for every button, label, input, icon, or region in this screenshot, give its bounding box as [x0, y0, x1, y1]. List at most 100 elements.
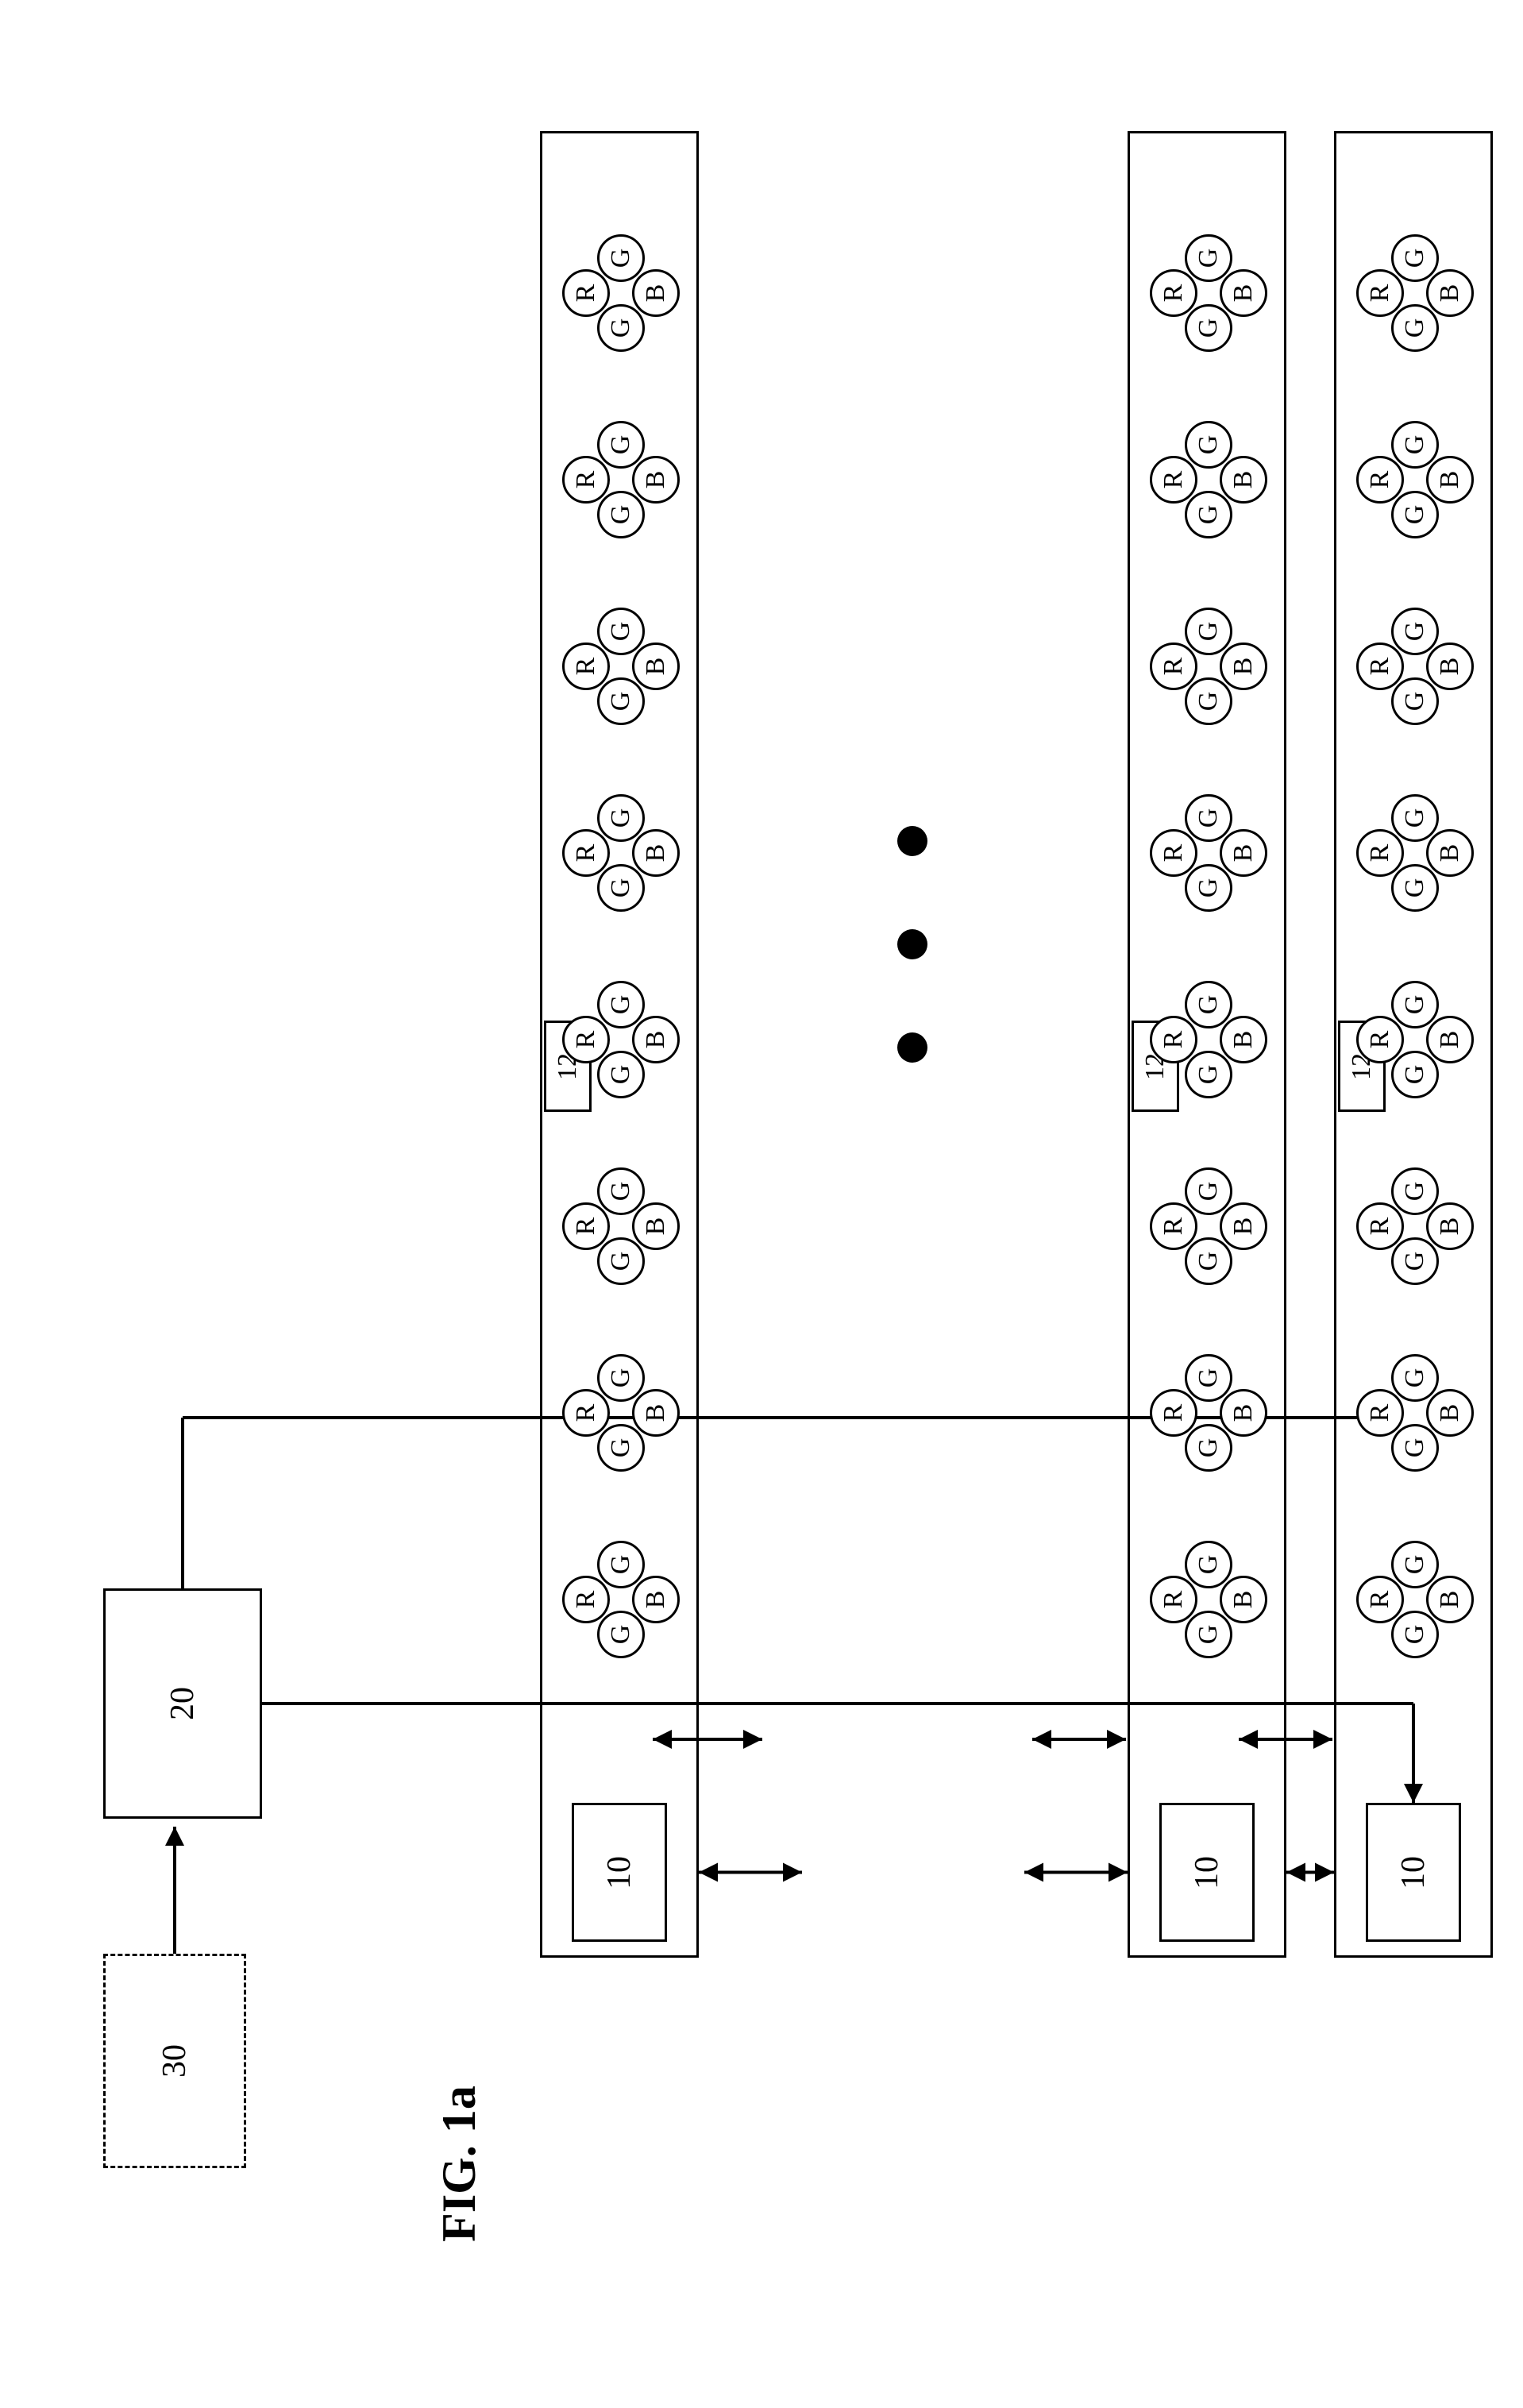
led-b: B	[632, 1202, 680, 1250]
led-r: R	[1150, 1016, 1197, 1063]
led-b: B	[1220, 1389, 1267, 1437]
led-b: B	[1426, 456, 1474, 504]
led-g: G	[1391, 981, 1439, 1028]
led-b: B	[1426, 643, 1474, 690]
led-b: B	[1220, 829, 1267, 877]
led-g: G	[1185, 981, 1232, 1028]
led-b: B	[632, 643, 680, 690]
led-g: G	[597, 677, 645, 725]
led-g: G	[597, 608, 645, 655]
led-g: G	[1391, 1541, 1439, 1588]
led-g: G	[1391, 1424, 1439, 1472]
led-g: G	[1391, 794, 1439, 842]
led-b: B	[632, 1389, 680, 1437]
led-g: G	[597, 491, 645, 538]
led-r: R	[562, 829, 610, 877]
led-g: G	[1391, 1051, 1439, 1098]
led-r: R	[1356, 1389, 1404, 1437]
led-r: R	[562, 269, 610, 317]
led-g: G	[1391, 677, 1439, 725]
led-g: G	[1391, 234, 1439, 282]
led-b: B	[1426, 1389, 1474, 1437]
led-r: R	[1150, 269, 1197, 317]
led-b: B	[1220, 269, 1267, 317]
led-r: R	[1356, 1016, 1404, 1063]
led-r: R	[1150, 1389, 1197, 1437]
led-g: G	[1391, 304, 1439, 352]
led-b: B	[632, 829, 680, 877]
led-r: R	[1356, 456, 1404, 504]
led-r: R	[1356, 1202, 1404, 1250]
led-g: G	[1185, 1167, 1232, 1215]
led-g: G	[1391, 1611, 1439, 1658]
led-b: B	[1426, 1576, 1474, 1623]
led-r: R	[562, 456, 610, 504]
led-g: G	[597, 304, 645, 352]
driver-label: 10	[1394, 1856, 1432, 1889]
controller-label: 20	[164, 1687, 202, 1720]
led-g: G	[1185, 421, 1232, 469]
led-r: R	[562, 1389, 610, 1437]
led-g: G	[1391, 1237, 1439, 1285]
ellipsis-dot	[897, 826, 927, 856]
driver-label: 10	[1188, 1856, 1226, 1889]
led-b: B	[1426, 1202, 1474, 1250]
led-r: R	[1356, 269, 1404, 317]
led-g: G	[1185, 794, 1232, 842]
led-r: R	[1356, 1576, 1404, 1623]
led-g: G	[597, 1611, 645, 1658]
led-g: G	[597, 1424, 645, 1472]
led-g: G	[597, 421, 645, 469]
led-g: G	[1391, 1354, 1439, 1402]
led-r: R	[562, 1016, 610, 1063]
led-g: G	[597, 234, 645, 282]
led-r: R	[1356, 829, 1404, 877]
led-g: G	[1185, 1051, 1232, 1098]
figure-page: FIG. 1a 30201012RGGBRGGBRGGBRGGBRGGBRGGB…	[0, 0, 1523, 2408]
led-b: B	[1220, 643, 1267, 690]
led-g: G	[1185, 608, 1232, 655]
led-b: B	[1220, 1202, 1267, 1250]
driver-label: 10	[600, 1856, 638, 1889]
led-g: G	[1185, 304, 1232, 352]
led-r: R	[1150, 1576, 1197, 1623]
led-b: B	[632, 269, 680, 317]
led-r: R	[562, 1576, 610, 1623]
led-g: G	[1185, 234, 1232, 282]
led-b: B	[1426, 1016, 1474, 1063]
led-g: G	[597, 1167, 645, 1215]
led-g: G	[1185, 1354, 1232, 1402]
ellipsis-dot	[897, 929, 927, 959]
led-g: G	[1185, 1611, 1232, 1658]
driver-box: 10	[572, 1803, 667, 1942]
led-b: B	[632, 1016, 680, 1063]
led-r: R	[1150, 456, 1197, 504]
driver-box: 10	[1159, 1803, 1255, 1942]
led-r: R	[562, 1202, 610, 1250]
led-g: G	[597, 794, 645, 842]
driver-box: 10	[1366, 1803, 1461, 1942]
led-b: B	[1220, 456, 1267, 504]
led-g: G	[1391, 421, 1439, 469]
led-b: B	[632, 456, 680, 504]
led-r: R	[1150, 1202, 1197, 1250]
led-b: B	[1220, 1016, 1267, 1063]
led-r: R	[1356, 643, 1404, 690]
led-g: G	[597, 1354, 645, 1402]
led-g: G	[597, 981, 645, 1028]
led-b: B	[1426, 269, 1474, 317]
source-block: 30	[103, 1954, 246, 2168]
led-r: R	[1150, 829, 1197, 877]
led-g: G	[1391, 1167, 1439, 1215]
led-g: G	[1185, 1237, 1232, 1285]
ellipsis-dot	[897, 1032, 927, 1063]
led-b: B	[1220, 1576, 1267, 1623]
led-g: G	[597, 1541, 645, 1588]
led-g: G	[1391, 608, 1439, 655]
led-g: G	[597, 864, 645, 912]
led-g: G	[1391, 491, 1439, 538]
led-g: G	[597, 1051, 645, 1098]
led-r: R	[1150, 643, 1197, 690]
led-g: G	[1185, 864, 1232, 912]
led-b: B	[1426, 829, 1474, 877]
